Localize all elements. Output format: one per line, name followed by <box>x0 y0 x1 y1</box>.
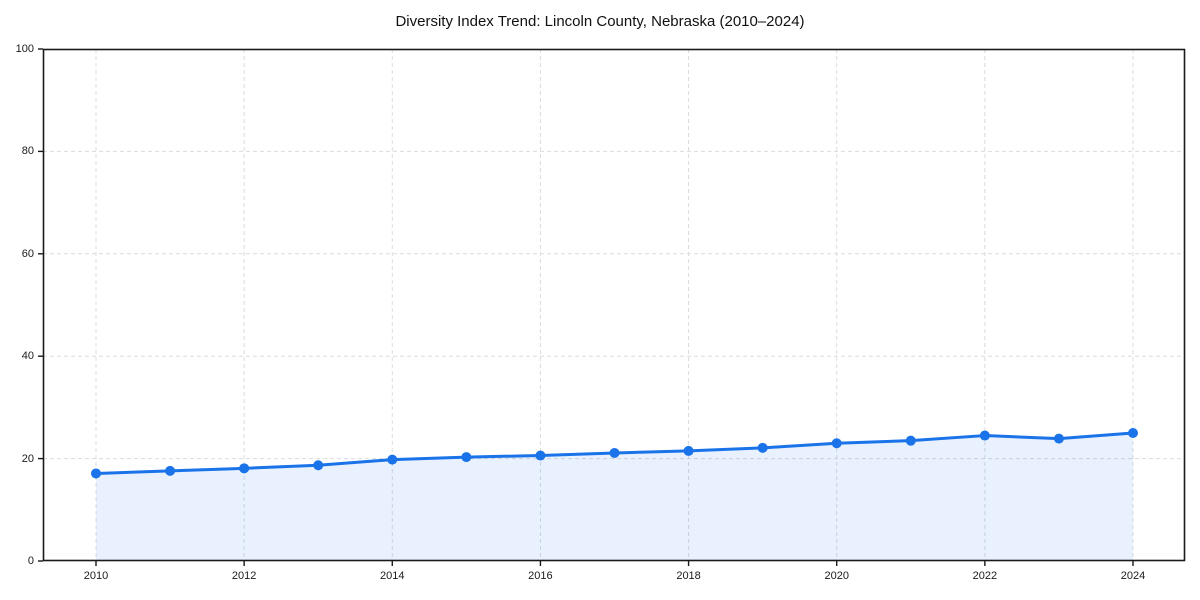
data-point-marker <box>609 447 620 458</box>
chart-title: Diversity Index Trend: Lincoln County, N… <box>395 13 805 30</box>
data-point-marker <box>831 438 842 449</box>
data-point-marker <box>535 450 546 461</box>
x-tick-label: 2022 <box>972 570 998 582</box>
data-point-marker <box>905 435 916 446</box>
data-point-marker <box>165 465 176 476</box>
x-tick-label: 2024 <box>1120 570 1146 582</box>
data-point-marker <box>387 454 398 465</box>
y-tick-label: 40 <box>21 350 34 363</box>
x-tick-label: 2010 <box>83 570 109 582</box>
x-tick-label: 2012 <box>231 570 257 582</box>
y-tick-label: 80 <box>21 145 34 158</box>
data-point-marker <box>461 452 472 463</box>
y-tick-label: 60 <box>21 247 34 260</box>
data-point-marker <box>239 463 250 474</box>
y-tick-label: 0 <box>27 555 34 567</box>
line-chart-svg <box>38 48 1186 566</box>
plot-border <box>42 48 1186 562</box>
data-point-marker <box>979 430 990 441</box>
data-point-marker <box>683 445 694 456</box>
data-point-marker <box>1053 433 1064 444</box>
y-tick-label: 20 <box>21 452 34 465</box>
data-point-marker <box>757 442 768 453</box>
area-fill <box>96 433 1133 561</box>
x-tick-label: 2018 <box>676 570 701 582</box>
x-tick-label: 2020 <box>824 570 849 582</box>
x-tick-label: 2014 <box>380 570 405 582</box>
data-point-marker <box>91 468 101 479</box>
x-tick-label: 2016 <box>528 570 553 582</box>
data-point-marker <box>313 460 324 471</box>
y-tick-label: 100 <box>15 43 34 55</box>
data-point-marker <box>1128 428 1138 438</box>
